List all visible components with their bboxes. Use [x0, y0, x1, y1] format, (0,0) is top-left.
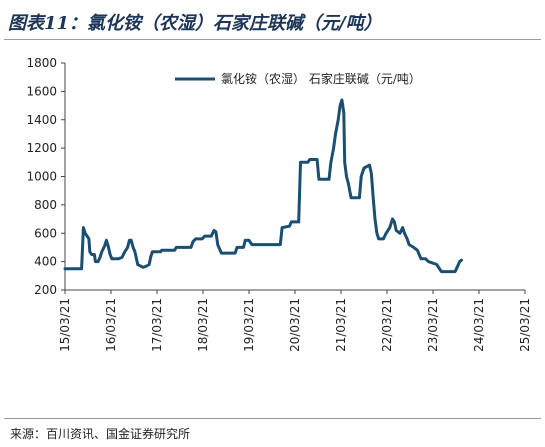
line-chart: 200 400 600 800 1000 1200 1400 1600 1800 15/03/2… [26, 56, 532, 352]
y-tick-label: 200 [34, 283, 57, 297]
x-tick-label: 18/03/21 [196, 298, 210, 352]
y-axis: 200 400 600 800 1000 1200 1400 1600 1800 [26, 56, 66, 297]
y-tick-label: 1200 [26, 141, 57, 155]
legend: 氯化铵（农湿） 石家庄联碱（元/吨） [175, 71, 421, 86]
x-tick-label: 22/03/21 [380, 298, 394, 352]
bottom-divider [4, 418, 541, 419]
source-note: 来源：百川资讯、国金证券研究所 [10, 427, 191, 441]
y-tick-label: 400 [34, 255, 57, 269]
y-tick-label: 800 [34, 198, 57, 212]
y-tick-label: 1800 [26, 56, 57, 70]
y-tick-label: 1000 [26, 170, 57, 184]
series-line-0 [63, 98, 463, 274]
x-axis: 15/03/21 16/03/21 17/03/21 18/03/21 19/03/21… [58, 289, 532, 352]
x-tick-label: 19/03/21 [242, 298, 256, 352]
y-tick-label: 600 [34, 226, 57, 240]
series-group [63, 98, 463, 274]
x-tick-label: 24/03/21 [472, 298, 486, 352]
x-tick-label: 17/03/21 [150, 298, 164, 352]
x-tick-label: 16/03/21 [104, 298, 118, 352]
x-tick-label: 20/03/21 [288, 298, 302, 352]
y-tick-label: 1600 [26, 84, 57, 98]
x-tick-label: 21/03/21 [334, 298, 348, 352]
x-tick-label: 23/03/21 [426, 298, 440, 352]
x-tick-label: 25/03/21 [518, 298, 532, 352]
x-tick-label: 15/03/21 [58, 298, 72, 352]
y-tick-label: 1400 [26, 113, 57, 127]
top-divider [4, 39, 541, 40]
chart-title: 图表11：氯化铵（农湿）石家庄联碱（元/吨） [8, 13, 382, 34]
legend-label: 氯化铵（农湿） 石家庄联碱（元/吨） [221, 71, 421, 86]
